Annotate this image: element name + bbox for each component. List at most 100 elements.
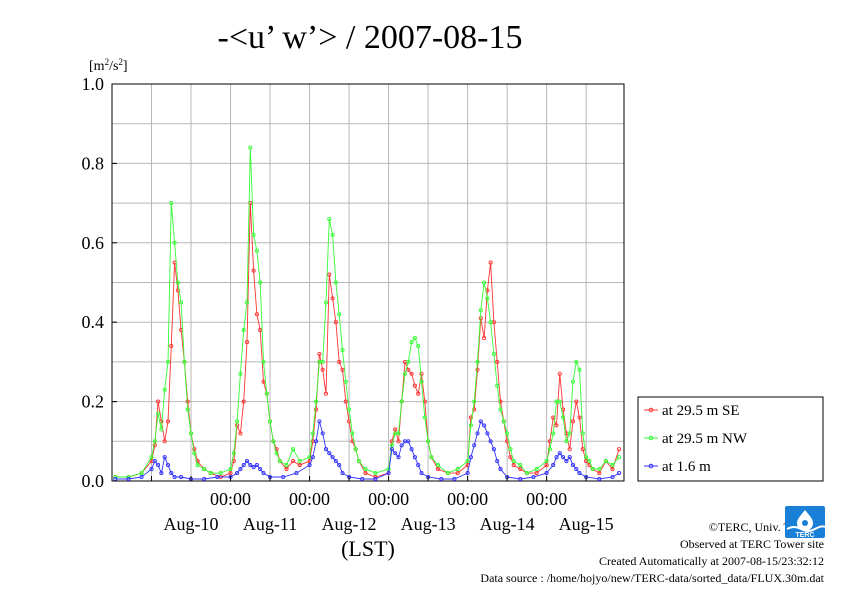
series-line bbox=[115, 420, 620, 480]
data-point bbox=[244, 300, 250, 305]
data-point bbox=[488, 439, 493, 444]
data-point bbox=[544, 459, 549, 464]
data-point bbox=[267, 419, 273, 424]
x-date-label: Aug-14 bbox=[480, 514, 535, 534]
data-point bbox=[175, 280, 180, 285]
data-point bbox=[320, 431, 325, 436]
data-point bbox=[228, 471, 233, 476]
data-point bbox=[156, 463, 161, 468]
data-point bbox=[534, 467, 539, 472]
data-point bbox=[406, 439, 411, 444]
data-point bbox=[465, 459, 470, 464]
data-point bbox=[389, 439, 394, 444]
data-point bbox=[291, 447, 296, 452]
data-point bbox=[584, 455, 589, 460]
data-point bbox=[495, 383, 500, 388]
data-point bbox=[409, 371, 414, 376]
data-point bbox=[333, 280, 338, 285]
data-point bbox=[547, 447, 552, 452]
data-point bbox=[544, 471, 549, 476]
x-date-label: Aug-11 bbox=[243, 514, 297, 534]
data-point bbox=[274, 451, 279, 456]
data-point bbox=[557, 451, 562, 456]
data-point bbox=[485, 296, 490, 301]
data-point bbox=[617, 447, 622, 452]
data-point bbox=[126, 476, 131, 482]
data-point bbox=[429, 455, 434, 460]
legend-marker bbox=[648, 463, 654, 469]
data-point bbox=[399, 443, 404, 448]
data-point bbox=[402, 371, 408, 376]
x-tick-label: 00:00 bbox=[368, 489, 409, 509]
data-point bbox=[508, 455, 513, 460]
x-tick-label: 00:00 bbox=[447, 489, 488, 509]
data-point bbox=[238, 371, 243, 376]
data-point bbox=[323, 447, 329, 452]
data-point bbox=[241, 463, 246, 468]
data-point bbox=[195, 459, 200, 464]
data-point bbox=[478, 419, 483, 424]
data-point bbox=[435, 463, 441, 468]
x-tick-label: 00:00 bbox=[526, 489, 567, 509]
data-point bbox=[472, 407, 477, 412]
series-line bbox=[115, 147, 620, 478]
y-tick-label: 0.6 bbox=[82, 233, 105, 253]
data-point bbox=[327, 451, 332, 456]
data-point bbox=[590, 467, 595, 472]
data-point bbox=[406, 367, 411, 372]
data-point bbox=[475, 431, 480, 436]
data-point bbox=[363, 471, 368, 476]
data-point bbox=[254, 312, 259, 317]
data-point bbox=[468, 423, 473, 428]
data-point bbox=[182, 359, 187, 364]
data-point bbox=[416, 463, 421, 468]
data-point bbox=[580, 447, 585, 452]
data-point bbox=[251, 465, 256, 470]
footer-created: Created Automatically at 2007-08-15/23:3… bbox=[599, 554, 824, 568]
data-point bbox=[416, 343, 421, 349]
data-point bbox=[254, 248, 259, 253]
data-point bbox=[149, 455, 154, 460]
data-point bbox=[580, 431, 585, 436]
data-point bbox=[491, 351, 496, 357]
x-date-label: Aug-12 bbox=[322, 514, 377, 534]
data-point bbox=[570, 419, 576, 424]
data-point bbox=[373, 471, 378, 476]
data-point bbox=[241, 328, 246, 333]
data-point bbox=[156, 411, 161, 416]
data-point bbox=[264, 391, 269, 396]
data-point bbox=[393, 451, 398, 456]
data-point bbox=[597, 471, 602, 476]
data-point bbox=[337, 463, 342, 468]
data-point bbox=[327, 216, 332, 222]
data-point bbox=[468, 415, 473, 420]
data-point bbox=[215, 474, 220, 480]
data-point bbox=[561, 415, 566, 420]
data-point bbox=[159, 471, 164, 476]
legend-marker bbox=[648, 407, 654, 413]
data-point bbox=[554, 423, 559, 428]
data-point bbox=[169, 343, 174, 349]
data-point bbox=[185, 407, 190, 412]
data-point bbox=[317, 419, 322, 424]
data-point bbox=[356, 459, 361, 464]
data-point bbox=[323, 300, 329, 305]
footer-observed: Observed at TERC Tower site bbox=[679, 537, 824, 551]
data-point bbox=[251, 232, 256, 237]
data-point bbox=[241, 399, 246, 404]
data-point bbox=[544, 463, 549, 468]
series-layer bbox=[113, 145, 622, 482]
x-tick-label: 00:00 bbox=[210, 489, 251, 509]
data-point bbox=[169, 201, 174, 206]
data-point bbox=[333, 320, 338, 325]
data-point bbox=[307, 463, 312, 468]
y-tick-label: 0.2 bbox=[82, 392, 105, 412]
data-point bbox=[337, 312, 342, 317]
data-point bbox=[235, 471, 240, 476]
data-point bbox=[258, 280, 263, 285]
data-point bbox=[238, 431, 243, 436]
data-point bbox=[165, 463, 171, 468]
data-point bbox=[412, 455, 417, 460]
data-point bbox=[314, 399, 319, 404]
data-point bbox=[422, 415, 427, 420]
